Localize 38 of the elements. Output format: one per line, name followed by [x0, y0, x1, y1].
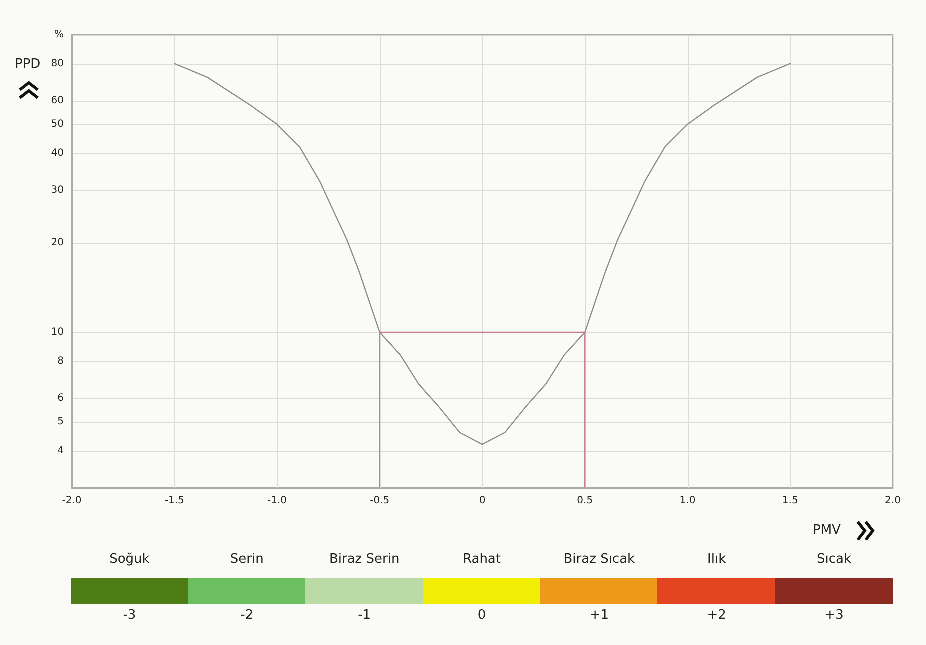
- text: Biraz Serin: [329, 552, 400, 567]
- y-tick-label: 8: [58, 356, 64, 367]
- y-tick-label: 5: [58, 416, 64, 428]
- y-tick-label: 80: [51, 58, 64, 70]
- text: Rahat: [462, 552, 502, 567]
- y-tick-label: 30: [51, 185, 64, 196]
- y-tick-label: 60: [51, 95, 64, 106]
- y-tick-label: 40: [51, 148, 64, 159]
- x-tick-label: 1.5: [782, 496, 798, 506]
- x-axis-title: PMV: [813, 523, 841, 538]
- text: +2: [707, 608, 726, 623]
- text: -3: [123, 608, 136, 623]
- y-tick-label: 20: [51, 237, 64, 248]
- text: +1: [590, 608, 610, 623]
- text: Biraz Sıcak: [564, 552, 636, 567]
- x-tick-label: -1.5: [164, 496, 184, 506]
- y-axis-title: PPD: [15, 57, 41, 72]
- text: Soğuk: [110, 552, 150, 567]
- y-tick-label: 6: [58, 392, 64, 404]
- text: +3: [824, 608, 844, 623]
- y-tick-label: %: [54, 30, 64, 40]
- line-series: [174, 63, 791, 446]
- text: 0: [478, 608, 486, 623]
- x-tick-label: -1.0: [267, 496, 288, 506]
- x-tick-label: 0: [479, 496, 486, 506]
- x-tick-label: -0.5: [370, 496, 390, 506]
- x-tick-label: 1.0: [680, 496, 696, 506]
- y-tick-label: 4: [58, 445, 64, 456]
- x-tick-label: 2.0: [885, 496, 901, 506]
- text: -2: [240, 608, 254, 623]
- text: -1: [358, 608, 372, 623]
- x-tick-label: -2.0: [62, 496, 82, 506]
- y-tick-label: 10: [51, 326, 64, 338]
- x-tick-label: 0.5: [577, 496, 594, 506]
- y-tick-label: 50: [51, 119, 64, 130]
- text: Ilık: [708, 552, 726, 567]
- text: Serin: [230, 552, 264, 567]
- text: Sıcak: [817, 552, 852, 567]
